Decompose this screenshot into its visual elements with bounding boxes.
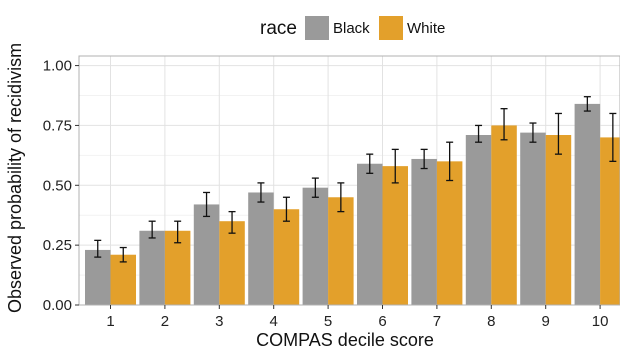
bar-white-3 — [219, 221, 245, 305]
error-bar-white-5 — [337, 182, 345, 213]
y-tick-label: 0.00 — [43, 297, 72, 314]
error-bar-white-1 — [119, 246, 127, 263]
bar-white-10 — [600, 137, 620, 305]
x-axis-title: COMPAS decile score — [256, 330, 434, 350]
y-tick-label: 0.25 — [43, 237, 72, 254]
y-tick-label: 0.75 — [43, 117, 72, 134]
x-tick-label: 6 — [378, 313, 386, 330]
x-tick-label: 2 — [161, 313, 169, 330]
error-bar-white-3 — [228, 210, 236, 234]
bar-black-4 — [248, 192, 274, 305]
error-bar-black-9 — [529, 122, 537, 143]
bar-black-6 — [357, 163, 383, 305]
bar-white-6 — [382, 166, 408, 305]
error-bar-black-7 — [420, 148, 428, 170]
error-bar-white-8 — [500, 108, 508, 141]
error-bar-white-2 — [174, 220, 182, 244]
error-bar-white-7 — [446, 141, 454, 182]
x-tick-label: 9 — [542, 313, 550, 330]
error-bar-black-8 — [475, 124, 483, 143]
bar-black-8 — [465, 135, 492, 305]
x-tick-label: 5 — [324, 313, 332, 330]
bar-white-8 — [491, 125, 517, 305]
x-tick-label: 8 — [487, 313, 495, 330]
error-bar-white-9 — [554, 112, 562, 155]
bar-black-5 — [302, 187, 329, 305]
error-bar-white-4 — [282, 196, 290, 222]
legend-swatch-black — [305, 16, 329, 40]
legend: race Black White — [260, 16, 445, 40]
error-bar-white-6 — [391, 148, 399, 184]
error-bar-black-5 — [311, 177, 319, 198]
x-tick-label: 4 — [270, 313, 278, 330]
error-bar-layer — [94, 96, 617, 263]
bar-black-1 — [85, 249, 111, 305]
bar-black-10 — [574, 103, 601, 305]
error-bar-black-10 — [583, 96, 591, 112]
bar-white-7 — [436, 161, 463, 305]
legend-title: race — [260, 18, 297, 39]
y-tick-label: 1.00 — [43, 58, 72, 75]
legend-swatch-white — [379, 16, 403, 40]
plot-border — [78, 55, 620, 306]
bar-black-7 — [411, 158, 437, 305]
error-bar-black-1 — [94, 239, 102, 258]
error-bar-black-2 — [148, 220, 156, 239]
bar-layer — [85, 103, 620, 305]
bar-white-9 — [545, 135, 572, 305]
x-tick-label: 1 — [106, 313, 114, 330]
axis-layer: 0.00 0.25 0.50 0.75 1.00 1 2 3 4 5 6 7 8 9 10 — [43, 55, 620, 330]
error-bar-white-10 — [609, 112, 617, 162]
bar-white-1 — [110, 254, 136, 305]
x-tick-label: 10 — [592, 313, 609, 330]
error-bar-black-4 — [257, 182, 265, 203]
bar-black-2 — [139, 230, 165, 305]
x-tick-label: 3 — [215, 313, 223, 330]
error-bar-black-3 — [203, 191, 211, 218]
x-tick-label: 7 — [433, 313, 441, 330]
y-axis-title: Observed probability of recidivism — [5, 43, 25, 313]
error-bar-black-6 — [366, 153, 374, 174]
bar-white-5 — [328, 197, 354, 305]
legend-label-white: White — [407, 20, 445, 37]
bar-black-3 — [193, 204, 220, 305]
bar-black-9 — [520, 132, 546, 305]
bar-white-4 — [273, 209, 300, 305]
y-tick-label: 0.50 — [43, 177, 72, 194]
legend-label-black: Black — [333, 20, 370, 37]
